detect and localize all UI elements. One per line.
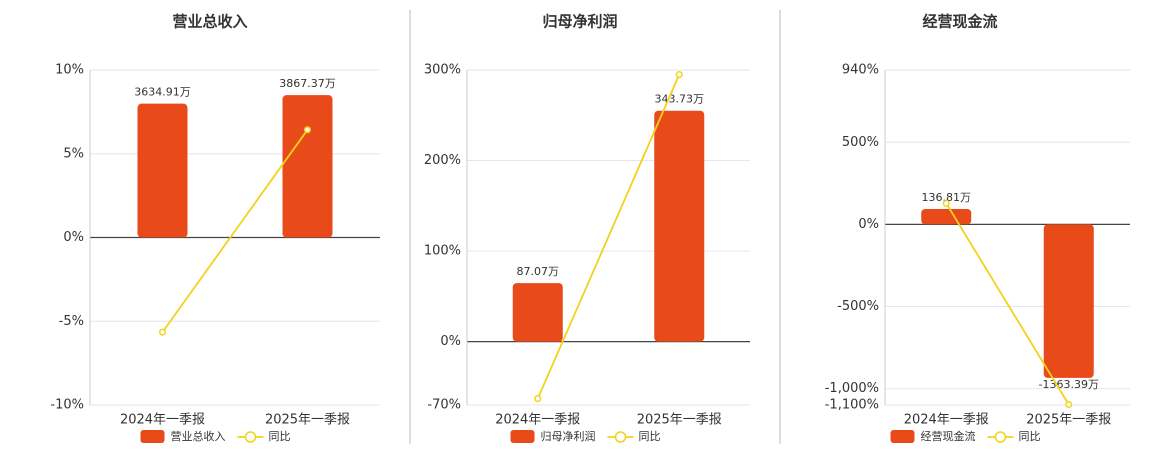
chart-title: 归母净利润 <box>542 13 617 31</box>
bar <box>137 103 188 238</box>
chart-title: 营业总收入 <box>172 13 247 31</box>
x-tick-label: 2025年一季报 <box>1026 413 1111 428</box>
y-tick-label: 500% <box>842 135 879 150</box>
y-tick-label: 300% <box>424 63 461 78</box>
legend-marker <box>244 431 257 443</box>
x-tick-label: 2025年一季报 <box>265 413 350 428</box>
line <box>945 202 1070 405</box>
y-tick-label: -70% <box>427 398 461 413</box>
y-tick-label: -5% <box>59 314 84 329</box>
line <box>536 74 681 400</box>
y-tick-label: -500% <box>837 299 879 314</box>
legend-swatch <box>890 430 915 443</box>
x-tick-label: 2025年一季报 <box>637 413 722 428</box>
y-tick-label: 940% <box>842 63 879 78</box>
bar <box>1043 224 1094 378</box>
legend-label: 同比 <box>639 430 661 443</box>
legend-marker <box>994 431 1007 443</box>
bar <box>282 95 333 238</box>
y-tick-label: 0% <box>858 217 879 232</box>
y-tick-label: -10% <box>50 398 84 413</box>
legend-label: 经营现金流 <box>921 429 976 443</box>
y-tick-label: -1,100% <box>825 398 879 413</box>
line-point <box>303 126 312 134</box>
value-label: 3634.91万 <box>134 86 191 99</box>
y-tick-label: 10% <box>55 63 84 78</box>
legend-label: 营业总收入 <box>171 429 226 443</box>
line-point <box>1065 400 1073 409</box>
line-point <box>675 70 683 79</box>
value-label: 136.81万 <box>922 191 972 204</box>
bar <box>654 110 705 342</box>
legend-label: 同比 <box>269 430 291 443</box>
value-label: 87.07万 <box>517 265 560 278</box>
x-tick-label: 2024年一季报 <box>495 413 580 428</box>
y-tick-label: -1,000% <box>825 381 879 396</box>
value-label: 3867.37万 <box>279 77 336 90</box>
y-tick-label: 5% <box>63 146 84 161</box>
line <box>161 129 309 333</box>
y-tick-label: 200% <box>424 153 461 168</box>
x-tick-label: 2024年一季报 <box>120 413 205 428</box>
legend-marker <box>614 431 627 443</box>
legend-label: 同比 <box>1019 430 1041 443</box>
value-label: 343.73万 <box>655 93 705 106</box>
y-tick-label: 100% <box>424 244 461 259</box>
line-point <box>158 328 167 336</box>
legend-label: 归母净利润 <box>541 429 596 443</box>
bar <box>921 208 972 225</box>
y-tick-label: 0% <box>63 230 84 245</box>
chart-title: 经营现金流 <box>922 13 997 31</box>
value-label: -1363.39万 <box>1039 378 1099 391</box>
bar <box>512 283 563 342</box>
line-point <box>534 395 542 403</box>
x-tick-label: 2024年一季报 <box>904 413 989 428</box>
legend-swatch <box>510 430 535 443</box>
y-tick-label: 0% <box>440 334 461 349</box>
line-point <box>942 199 950 207</box>
legend-swatch <box>140 430 165 443</box>
